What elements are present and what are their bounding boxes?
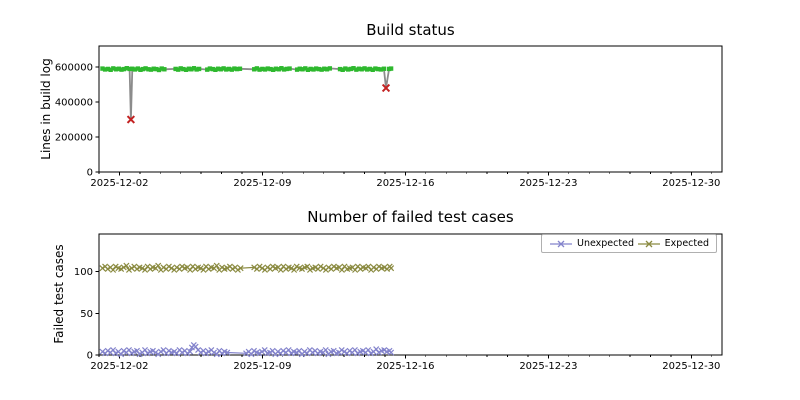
svg-text:600000: 600000 [55, 63, 93, 74]
svg-text:0: 0 [87, 168, 93, 179]
subplot-1: 0 50 100 2025-12-02 2025-12-09 2025-12-16 2025… [74, 233, 723, 372]
unexpected-line-x-icon [550, 240, 572, 247]
build-log-line [102, 67, 392, 120]
legend-item-unexpected: Unexpected [549, 237, 634, 249]
legend: Unexpected Expected [541, 234, 717, 253]
series-markers-expected [99, 262, 395, 273]
series-markers-ok-builds [100, 66, 394, 73]
svg-text:2025-12-30: 2025-12-30 [662, 178, 720, 189]
series-markers-failed-builds [126, 83, 391, 124]
svg-text:2025-12-30: 2025-12-30 [662, 361, 720, 372]
expected-line-x-icon [637, 240, 660, 247]
svg-text:2025-12-02: 2025-12-02 [90, 361, 148, 372]
legend-label-expected: Expected [664, 237, 709, 249]
series-markers-unexpected [99, 341, 395, 358]
legend-item-expected: Expected [637, 237, 709, 249]
svg-text:2025-12-16: 2025-12-16 [376, 361, 434, 372]
svg-text:2025-12-23: 2025-12-23 [519, 178, 577, 189]
svg-text:50: 50 [80, 309, 93, 320]
svg-text:2025-12-09: 2025-12-09 [233, 178, 291, 189]
failed-tests-title: Number of failed test cases [307, 208, 514, 226]
svg-text:200000: 200000 [55, 133, 93, 144]
svg-text:2025-12-09: 2025-12-09 [233, 361, 291, 372]
svg-text:0: 0 [87, 351, 93, 362]
svg-text:2025-12-16: 2025-12-16 [376, 178, 434, 189]
svg-text:2025-12-02: 2025-12-02 [90, 178, 148, 189]
svg-text:2025-12-23: 2025-12-23 [519, 361, 577, 372]
svg-text:400000: 400000 [55, 98, 93, 109]
svg-text:100: 100 [74, 267, 93, 278]
subplot-0: 0 200000 400000 600000 2025-12-02 2025-12-09 2… [55, 45, 723, 189]
build-status-title: Build status [366, 21, 455, 39]
legend-label-unexpected: Unexpected [577, 237, 634, 249]
